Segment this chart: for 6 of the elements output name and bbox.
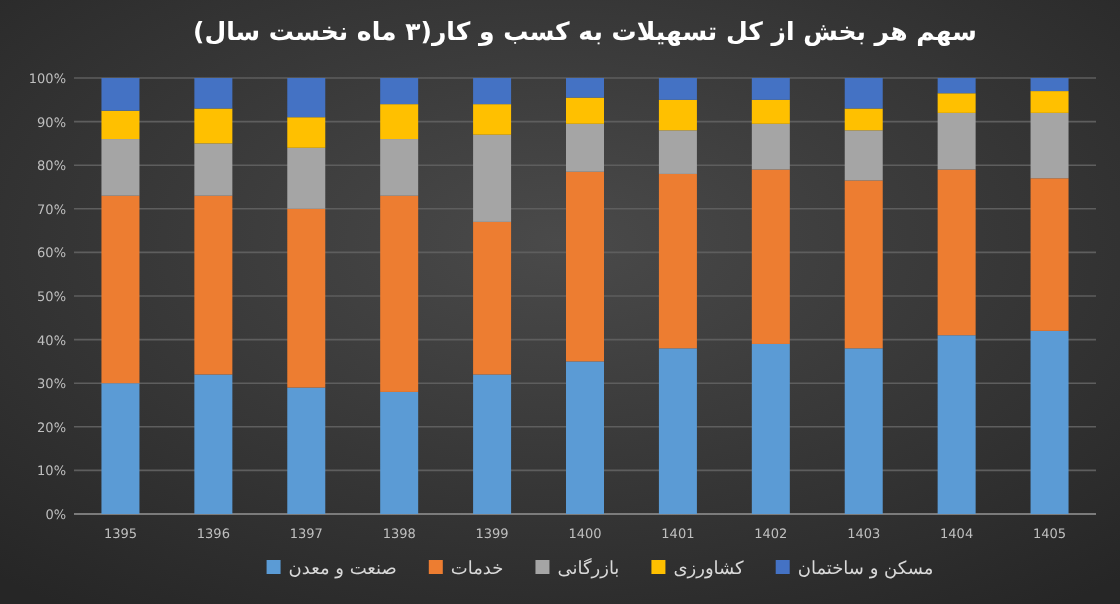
- legend-label: خدمات: [450, 560, 504, 580]
- legend-label: کشاورزی: [673, 560, 746, 580]
- legend-label: صنعت و معدن: [288, 560, 397, 580]
- legend-label: بازرگانی: [557, 556, 620, 580]
- chart-title: سهم هر بخش از کل تسهیلات به کسب و کار(۳ ماه نخست سال): [193, 16, 977, 48]
- legend-label: مسکن و ساختمان: [797, 560, 934, 580]
